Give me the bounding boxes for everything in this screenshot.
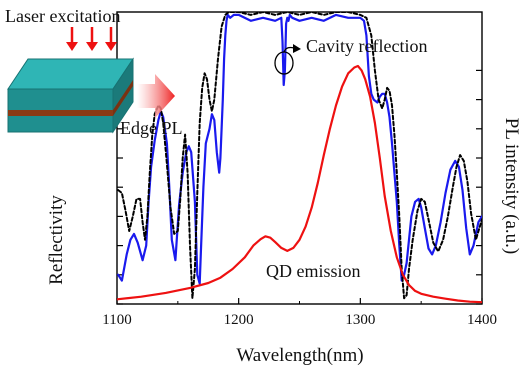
x-tick-label: 1100 — [102, 312, 131, 328]
laser-arrow-icon — [105, 27, 117, 51]
qd-emission-label: QD emission — [266, 261, 361, 281]
left-y-axis-title: Reflectivity — [46, 195, 67, 285]
x-tick-label: 1300 — [345, 312, 375, 328]
qd-emission-line — [117, 64, 482, 304]
laser-arrow-icon — [66, 27, 78, 51]
x-tick-labels: 1100 1200 1300 1400 — [102, 312, 497, 328]
cavity-reflection-label: Cavity reflection — [306, 36, 427, 56]
x-axis-title: Wavelength(nm) — [236, 345, 363, 366]
sample-inset: Laser excitation Edge PL — [5, 6, 183, 138]
right-y-axis-title: PL intensity (a.u.) — [501, 118, 522, 255]
laser-arrows — [66, 27, 117, 51]
cavity-annotation: Cavity reflection — [274, 36, 427, 75]
cavity-callout-line — [283, 46, 295, 53]
edge-emission-arrow-icon — [137, 74, 175, 118]
laser-excitation-label: Laser excitation — [5, 6, 120, 26]
x-tick-label: 1200 — [224, 312, 254, 328]
sample-slab — [7, 57, 134, 134]
active-layer-front — [8, 110, 113, 116]
x-tick-label: 1400 — [467, 312, 497, 328]
slab-top-face — [7, 58, 134, 90]
edge-pl-label: Edge PL — [120, 118, 183, 138]
axis-ticks — [116, 69, 483, 305]
laser-arrow-icon — [86, 27, 98, 51]
active-layer-side — [113, 80, 133, 116]
measured-reflectivity-line — [117, 13, 482, 285]
cavity-callout-arrow-icon — [293, 44, 301, 53]
